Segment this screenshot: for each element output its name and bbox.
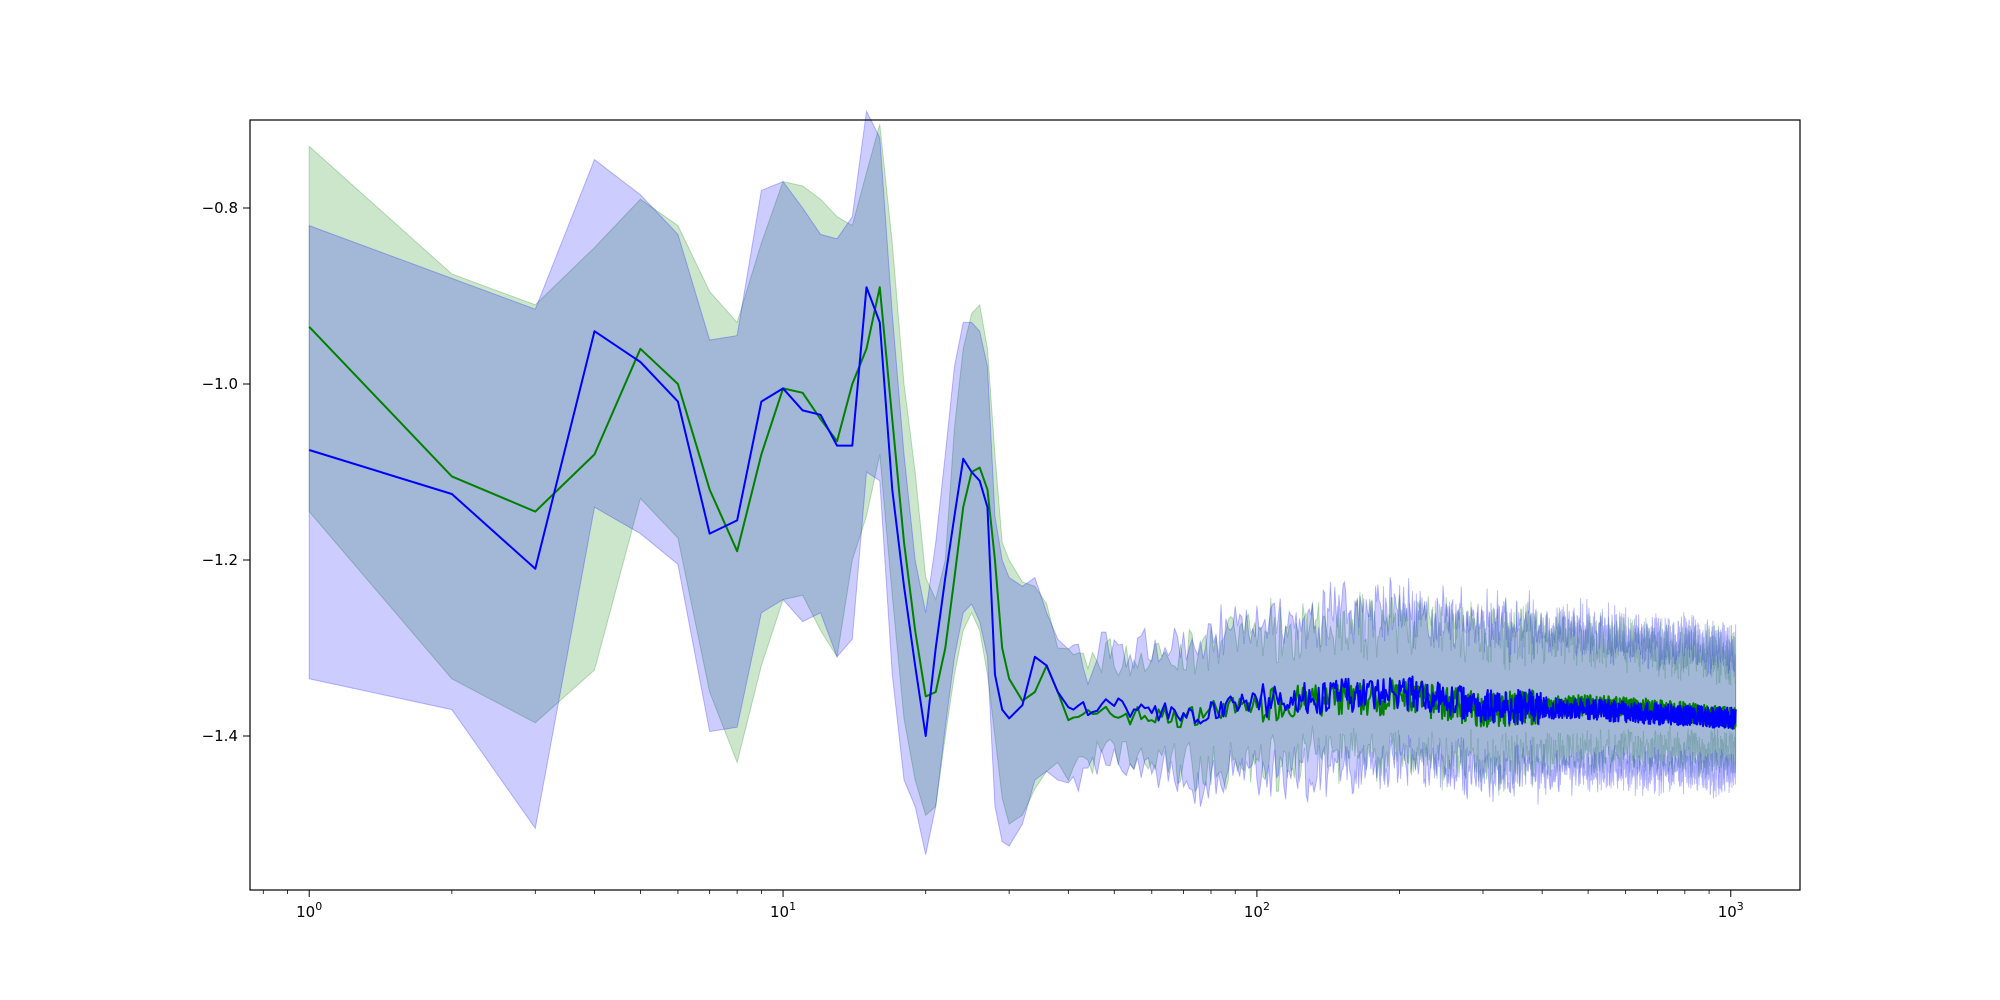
x-tick-base-2: 10 [1244,903,1263,921]
series-lines [308,286,1737,737]
x-tick-exp-3: 3 [1737,900,1744,913]
plot-frame [249,119,1801,891]
x-axis: 100 101 102 103 [262,890,1744,921]
confidence-bands [308,109,1737,855]
x-tick-label-0: 100 [296,900,322,921]
x-tick-exp-1: 1 [789,900,796,913]
x-tick-base-3: 10 [1718,903,1737,921]
y-tick-label-2: −1.2 [202,551,238,569]
x-tick-label-1: 101 [770,900,796,921]
y-tick-label-3: −1.4 [202,727,238,745]
x-tick-base-1: 10 [770,903,789,921]
line-2 [308,286,1737,737]
band-2 [308,109,1737,855]
band-1 [308,124,1737,825]
x-tick-exp-0: 0 [315,900,322,913]
y-tick-label-1: −1.0 [202,375,238,393]
y-tick-label-0: −0.8 [202,199,238,217]
y-axis: −0.8 −1.0 −1.2 −1.4 [202,199,250,745]
x-tick-label-2: 102 [1244,900,1270,921]
x-tick-exp-2: 2 [1263,900,1270,913]
x-tick-base-0: 10 [296,903,315,921]
x-tick-label-3: 103 [1718,900,1744,921]
